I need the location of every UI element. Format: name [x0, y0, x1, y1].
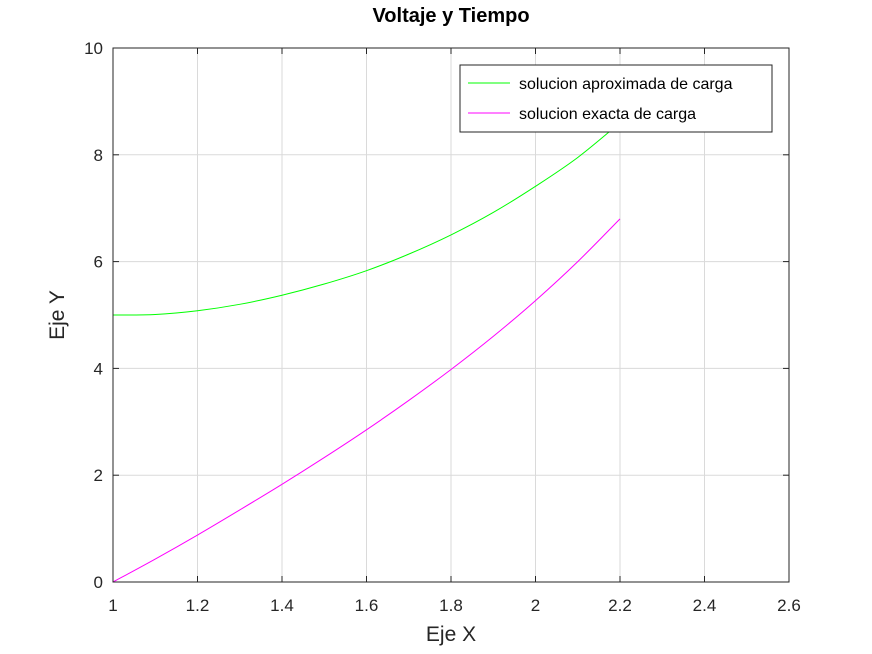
x-axis-label: Eje X — [426, 623, 476, 646]
x-tick-label: 1.6 — [355, 596, 379, 615]
y-tick-label: 2 — [94, 466, 103, 485]
series-layer — [112, 122, 621, 583]
ticks: 1 1.2 1.4 1.6 1.8 2 2.2 2.4 2.6 0 2 4 6 8 10 — [84, 39, 801, 615]
chart-title: Voltaje y Tiempo — [372, 5, 529, 27]
x-tick-label: 1 — [108, 596, 117, 615]
grid — [113, 48, 789, 582]
y-tick-label: 4 — [94, 359, 103, 378]
legend-label-aproximada: solucion aproximada de carga — [519, 76, 733, 93]
y-tick-label: 0 — [94, 573, 103, 592]
x-tick-label: 2.4 — [693, 596, 717, 615]
x-tick-label: 2.2 — [608, 596, 632, 615]
x-tick-label: 1.4 — [270, 596, 294, 615]
series-line-aproximada — [112, 122, 621, 316]
y-axis-label: Eje Y — [46, 290, 69, 340]
legend: solucion aproximada de carga solucion ex… — [459, 64, 773, 133]
x-tick-label: 1.8 — [439, 596, 463, 615]
x-tick-label: 2.6 — [777, 596, 801, 615]
y-tick-label: 10 — [84, 39, 103, 58]
series-line-exacta — [112, 218, 621, 583]
y-tick-label: 8 — [94, 146, 103, 165]
x-tick-label: 2 — [531, 596, 540, 615]
x-tick-label: 1.2 — [186, 596, 210, 615]
legend-label-exacta: solucion exacta de carga — [519, 106, 696, 123]
legend-box — [459, 64, 773, 133]
y-tick-label: 6 — [94, 253, 103, 272]
